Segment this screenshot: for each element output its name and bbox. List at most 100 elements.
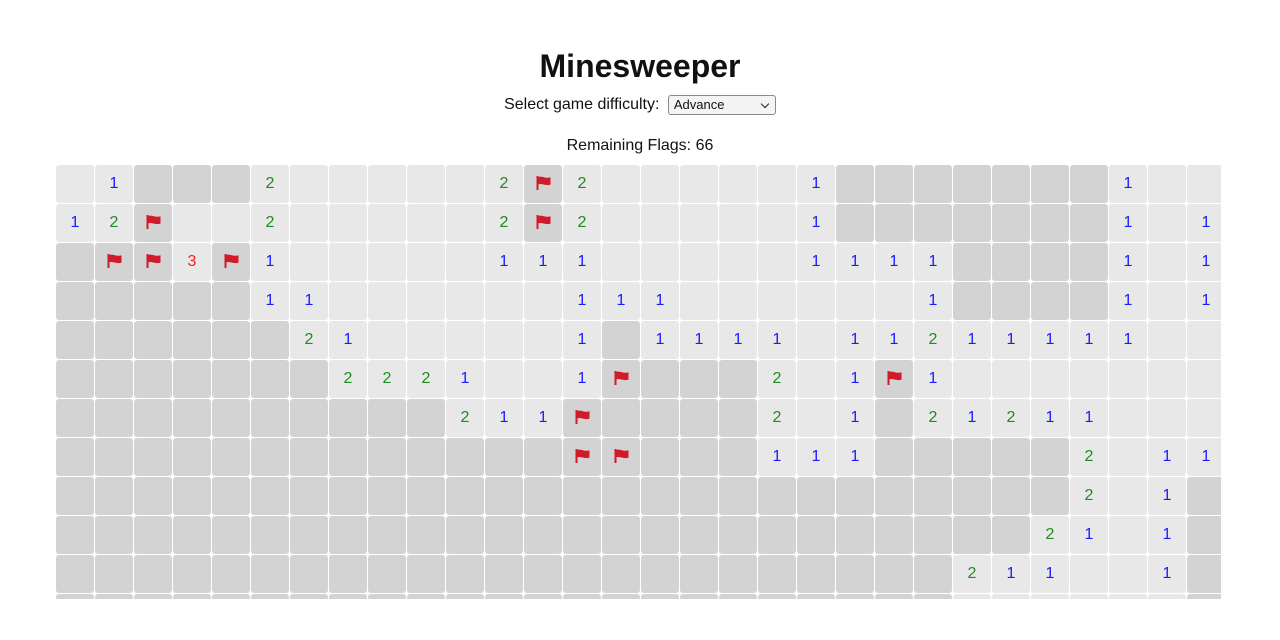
hidden-cell[interactable] (875, 516, 913, 554)
hidden-cell[interactable] (446, 477, 484, 515)
revealed-cell[interactable] (641, 204, 679, 242)
hidden-cell[interactable] (953, 477, 991, 515)
number-cell[interactable]: 1 (95, 165, 133, 203)
revealed-cell[interactable] (407, 321, 445, 359)
hidden-cell[interactable] (173, 594, 211, 599)
hidden-cell[interactable] (524, 477, 562, 515)
hidden-cell[interactable] (992, 516, 1030, 554)
number-cell[interactable]: 1 (875, 321, 913, 359)
number-cell[interactable]: 1 (680, 321, 718, 359)
number-cell[interactable]: 1 (992, 321, 1030, 359)
hidden-cell[interactable] (251, 516, 289, 554)
hidden-cell[interactable] (212, 321, 250, 359)
number-cell[interactable]: 1 (251, 243, 289, 281)
hidden-cell[interactable] (290, 594, 328, 599)
number-cell[interactable]: 1 (524, 399, 562, 437)
revealed-cell[interactable] (329, 204, 367, 242)
hidden-cell[interactable] (368, 516, 406, 554)
hidden-cell[interactable] (992, 243, 1030, 281)
hidden-cell[interactable] (212, 282, 250, 320)
hidden-cell[interactable] (407, 516, 445, 554)
hidden-cell[interactable] (485, 555, 523, 593)
hidden-cell[interactable] (875, 438, 913, 476)
number-cell[interactable]: 1 (641, 321, 679, 359)
hidden-cell[interactable] (875, 594, 913, 599)
hidden-cell[interactable] (1070, 243, 1108, 281)
hidden-cell[interactable] (1070, 282, 1108, 320)
revealed-cell[interactable] (602, 243, 640, 281)
hidden-cell[interactable] (875, 165, 913, 203)
number-cell[interactable]: 2 (485, 165, 523, 203)
revealed-cell[interactable] (953, 594, 991, 599)
revealed-cell[interactable] (1109, 360, 1147, 398)
hidden-cell[interactable] (992, 204, 1030, 242)
hidden-cell[interactable] (173, 438, 211, 476)
revealed-cell[interactable] (680, 282, 718, 320)
number-cell[interactable]: 1 (485, 399, 523, 437)
hidden-cell[interactable] (797, 477, 835, 515)
hidden-cell[interactable] (797, 555, 835, 593)
revealed-cell[interactable] (797, 360, 835, 398)
hidden-cell[interactable] (173, 165, 211, 203)
number-cell[interactable]: 2 (1070, 477, 1108, 515)
hidden-cell[interactable] (134, 321, 172, 359)
number-cell[interactable]: 1 (524, 243, 562, 281)
hidden-cell[interactable] (563, 477, 601, 515)
number-cell[interactable]: 1 (1070, 516, 1108, 554)
hidden-cell[interactable] (134, 360, 172, 398)
hidden-cell[interactable] (173, 399, 211, 437)
revealed-cell[interactable] (1109, 438, 1147, 476)
revealed-cell[interactable] (407, 165, 445, 203)
hidden-cell[interactable] (251, 360, 289, 398)
hidden-cell[interactable] (992, 165, 1030, 203)
revealed-cell[interactable] (797, 321, 835, 359)
hidden-cell[interactable] (992, 477, 1030, 515)
hidden-cell[interactable] (719, 516, 757, 554)
hidden-cell[interactable] (1031, 477, 1069, 515)
number-cell[interactable]: 2 (563, 165, 601, 203)
revealed-cell[interactable] (524, 282, 562, 320)
revealed-cell[interactable] (1187, 321, 1221, 359)
hidden-cell[interactable] (329, 438, 367, 476)
revealed-cell[interactable] (758, 243, 796, 281)
hidden-cell[interactable] (524, 438, 562, 476)
hidden-cell[interactable] (836, 204, 874, 242)
hidden-cell[interactable] (563, 516, 601, 554)
revealed-cell[interactable] (875, 282, 913, 320)
revealed-cell[interactable] (1148, 204, 1186, 242)
revealed-cell[interactable] (173, 204, 211, 242)
hidden-cell[interactable] (56, 399, 94, 437)
number-cell[interactable]: 1 (1031, 399, 1069, 437)
number-cell[interactable]: 1 (797, 204, 835, 242)
hidden-cell[interactable] (1187, 477, 1221, 515)
revealed-cell[interactable] (368, 165, 406, 203)
hidden-cell[interactable] (290, 438, 328, 476)
revealed-cell[interactable] (1031, 360, 1069, 398)
hidden-cell[interactable] (953, 243, 991, 281)
revealed-cell[interactable] (758, 282, 796, 320)
flagged-cell[interactable] (134, 204, 172, 242)
hidden-cell[interactable] (212, 360, 250, 398)
hidden-cell[interactable] (680, 555, 718, 593)
hidden-cell[interactable] (524, 555, 562, 593)
hidden-cell[interactable] (446, 438, 484, 476)
hidden-cell[interactable] (1031, 282, 1069, 320)
number-cell[interactable]: 1 (797, 243, 835, 281)
hidden-cell[interactable] (290, 516, 328, 554)
revealed-cell[interactable] (602, 204, 640, 242)
hidden-cell[interactable] (953, 516, 991, 554)
hidden-cell[interactable] (719, 399, 757, 437)
hidden-cell[interactable] (875, 204, 913, 242)
hidden-cell[interactable] (914, 477, 952, 515)
hidden-cell[interactable] (1187, 516, 1221, 554)
number-cell[interactable]: 1 (1109, 204, 1147, 242)
number-cell[interactable]: 1 (836, 243, 874, 281)
hidden-cell[interactable] (368, 399, 406, 437)
hidden-cell[interactable] (992, 438, 1030, 476)
hidden-cell[interactable] (134, 594, 172, 599)
hidden-cell[interactable] (485, 594, 523, 599)
hidden-cell[interactable] (134, 516, 172, 554)
flagged-cell[interactable] (875, 360, 913, 398)
revealed-cell[interactable] (329, 165, 367, 203)
hidden-cell[interactable] (212, 477, 250, 515)
